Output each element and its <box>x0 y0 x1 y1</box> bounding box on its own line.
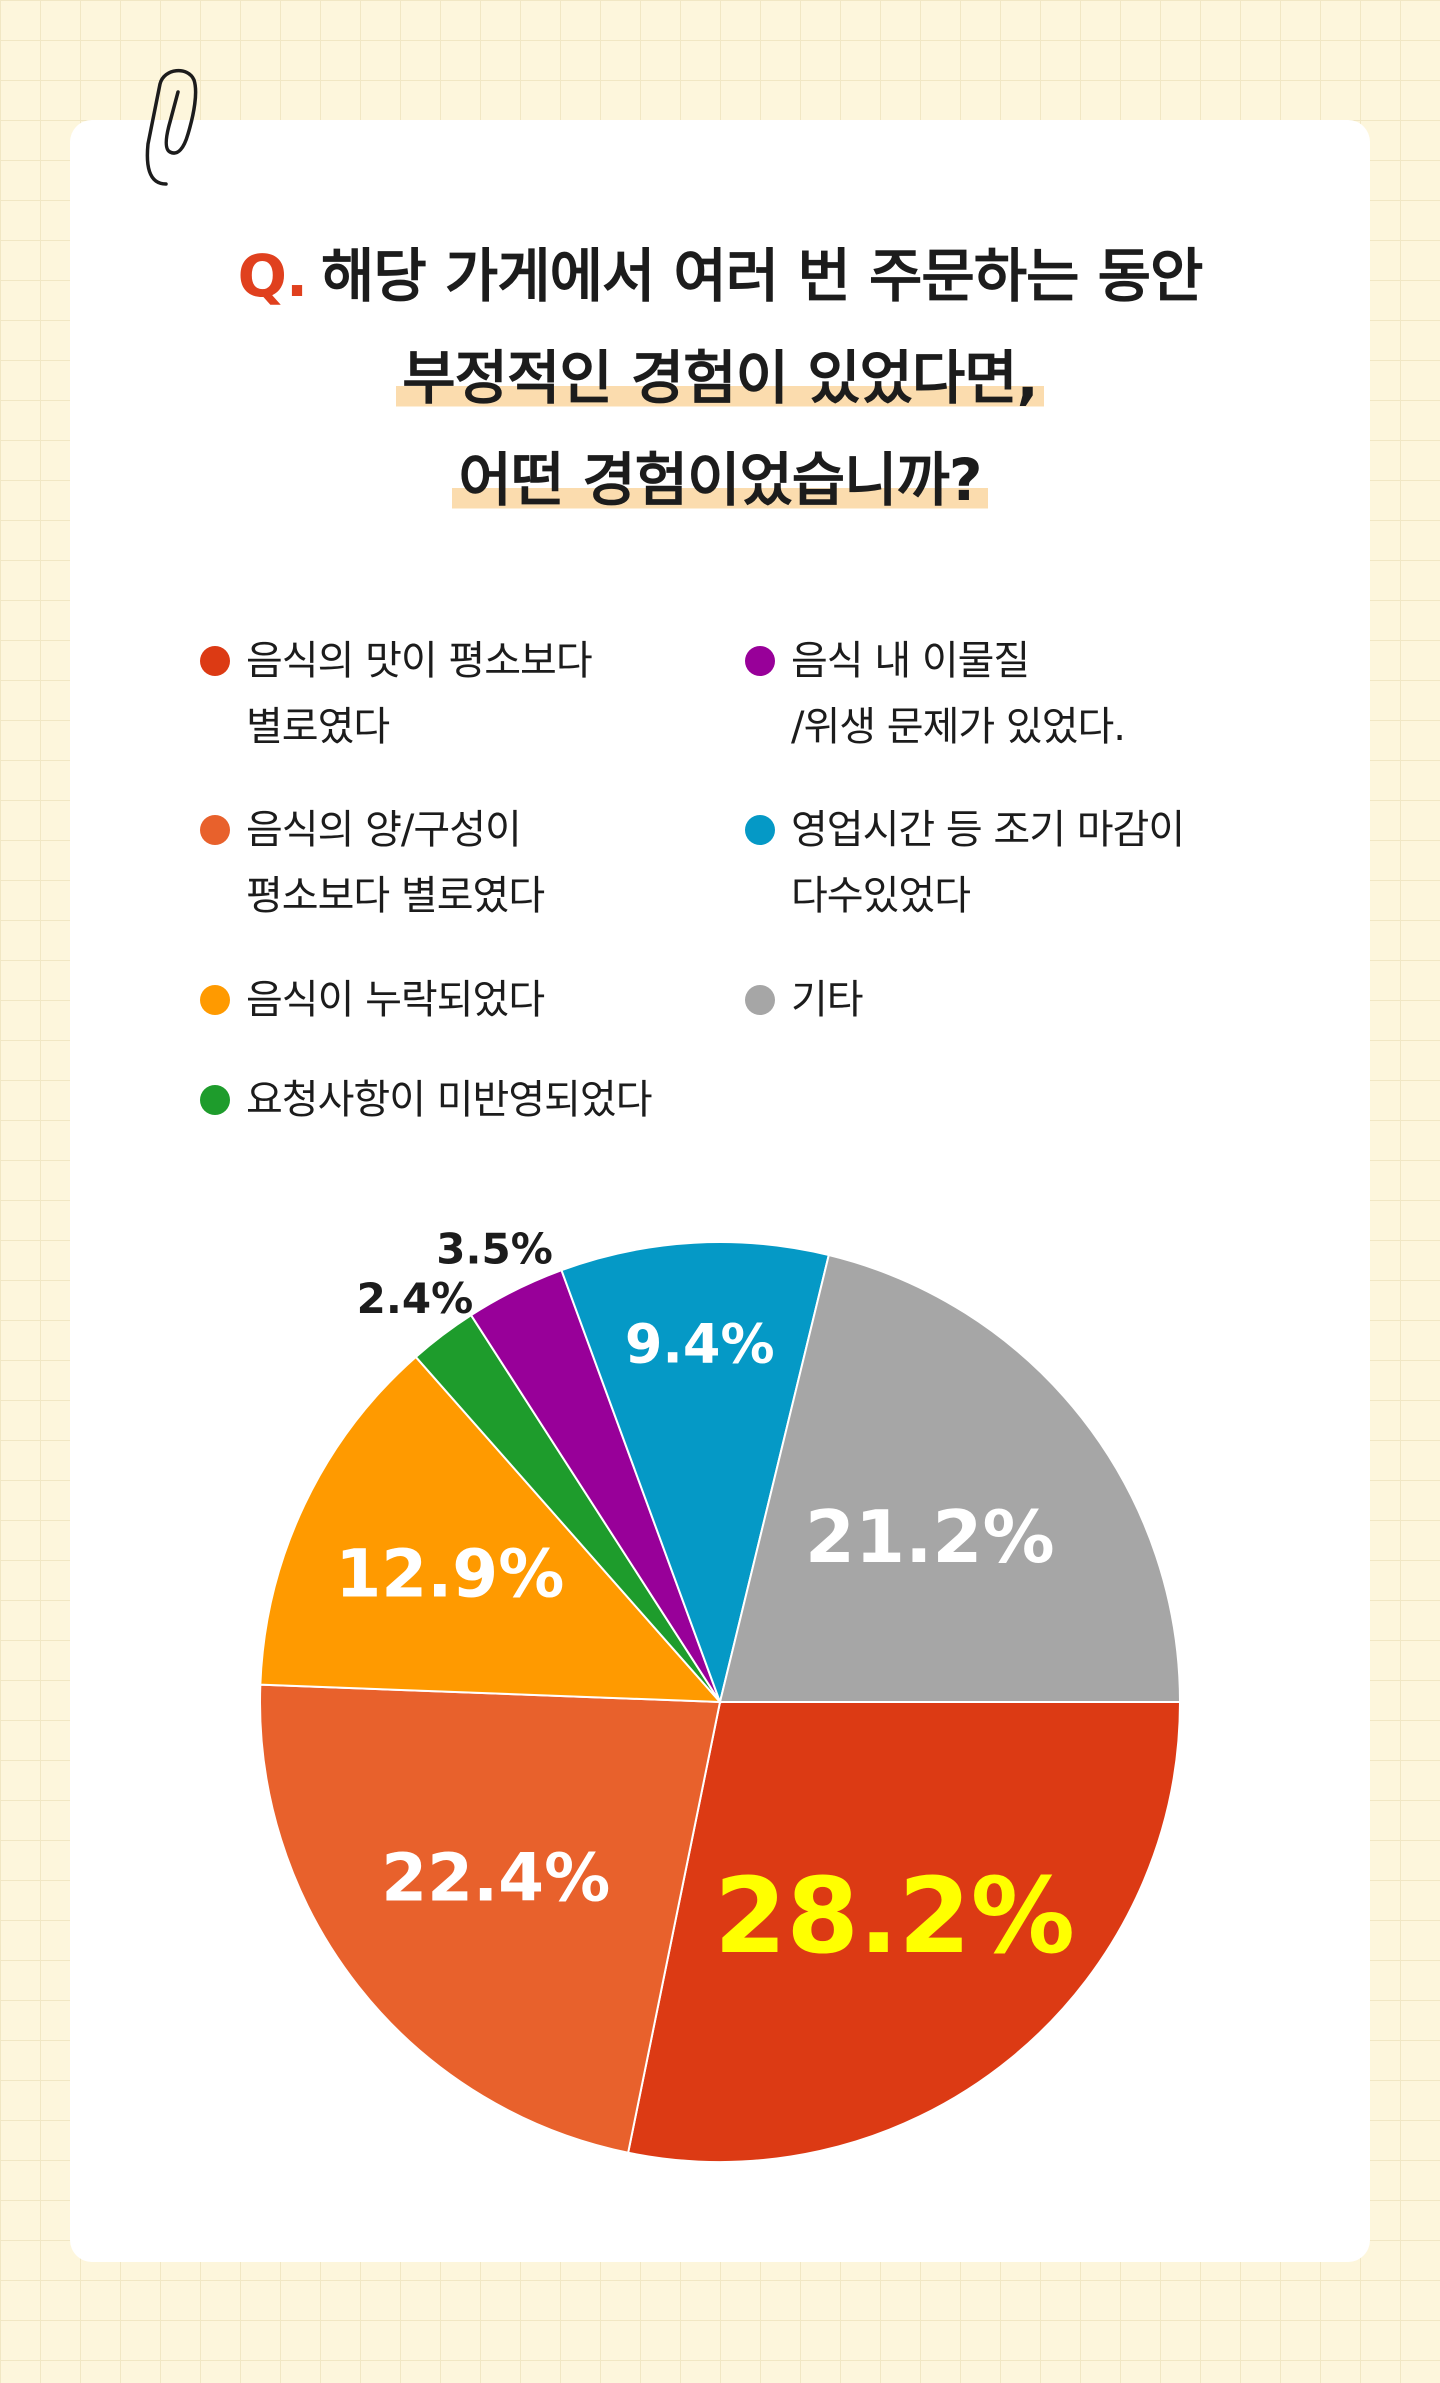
slice-label: 2.4% <box>357 1274 473 1323</box>
slice-label: 9.4% <box>625 1312 775 1375</box>
question-title: Q. 해당 가게에서 여러 번 주문하는 동안 부정적인 경험이 있었다면, 어떤… <box>70 225 1370 531</box>
legend-item-missing: 음식이 누락되었다 <box>200 967 545 1033</box>
legend-dot <box>745 646 775 676</box>
legend-dot <box>745 985 775 1015</box>
legend-label: 음식의 맛이 평소보다 별로였다 <box>246 638 593 750</box>
question-line-3: 어떤 경험이었습니까? <box>70 429 1370 531</box>
slice-label: 12.9% <box>335 1535 564 1612</box>
legend-dot <box>200 985 230 1015</box>
legend-item-other: 기타 <box>745 967 864 1033</box>
legend-label: 영업시간 등 조기 마감이 다수있었다 <box>791 807 1185 919</box>
pie-slice <box>560 1241 830 1706</box>
question-prefix: Q. <box>237 242 308 310</box>
legend-label: 음식의 양/구성이 평소보다 별로였다 <box>246 807 545 919</box>
paperclip-icon <box>145 69 198 186</box>
pie-slice <box>259 1355 723 1704</box>
slice-label: 21.2% <box>805 1495 1055 1579</box>
question-line-1: Q. 해당 가게에서 여러 번 주문하는 동안 <box>70 225 1370 327</box>
legend-item-hygiene: 음식 내 이물질 /위생 문제가 있었다. <box>745 628 1126 760</box>
question-line-1-text: 해당 가게에서 여러 번 주문하는 동안 <box>320 242 1203 310</box>
question-line-2-text: 부정적인 경험이 있었다면, <box>396 344 1044 412</box>
question-line-2: 부정적인 경험이 있었다면, <box>70 327 1370 429</box>
legend-item-early-close: 영업시간 등 조기 마감이 다수있었다 <box>745 797 1185 929</box>
legend-dot <box>200 1085 230 1115</box>
legend-label: 기타 <box>791 977 864 1023</box>
legend-label: 음식 내 이물질 /위생 문제가 있었다. <box>791 638 1126 750</box>
pie-slice <box>718 1253 1182 1703</box>
legend-dot <box>745 815 775 845</box>
legend-dot <box>200 815 230 845</box>
pie-slice <box>259 1683 722 2154</box>
legend-label: 요청사항이 미반영되었다 <box>246 1077 653 1123</box>
slice-label: 3.5% <box>436 1225 552 1274</box>
legend-item-portion: 음식의 양/구성이 평소보다 별로였다 <box>200 797 545 929</box>
legend-label: 음식이 누락되었다 <box>246 977 545 1023</box>
slice-label: 22.4% <box>381 1840 610 1917</box>
legend-dot <box>200 646 230 676</box>
legend-item-request: 요청사항이 미반영되었다 <box>200 1067 653 1133</box>
slice-label: 28.2% <box>714 1855 1075 1977</box>
legend-item-taste: 음식의 맛이 평소보다 별로였다 <box>200 628 593 760</box>
pie-slice <box>626 1701 1182 2163</box>
question-line-3-text: 어떤 경험이었습니까? <box>452 446 988 514</box>
